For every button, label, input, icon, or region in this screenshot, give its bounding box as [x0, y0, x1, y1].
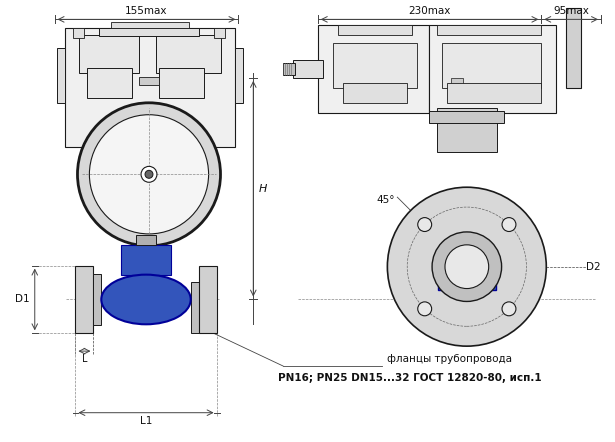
Bar — [338, 25, 412, 35]
Bar — [437, 268, 496, 290]
Bar — [429, 25, 556, 113]
Circle shape — [145, 170, 153, 178]
Bar — [213, 28, 226, 38]
Text: 4отв.d: 4отв.d — [425, 220, 456, 229]
Bar — [57, 48, 65, 103]
Circle shape — [387, 187, 546, 346]
Bar — [76, 266, 93, 333]
Bar — [283, 63, 295, 75]
Bar — [111, 23, 189, 28]
Bar — [100, 28, 199, 36]
Circle shape — [89, 115, 208, 234]
Bar — [136, 235, 156, 245]
Bar — [139, 77, 159, 85]
Text: PN16; PN25 DN15...32 ГОСТ 12820-80, исп.1: PN16; PN25 DN15...32 ГОСТ 12820-80, исп.… — [278, 373, 542, 383]
Bar — [447, 83, 541, 103]
Circle shape — [418, 302, 432, 316]
Bar — [199, 266, 216, 333]
Circle shape — [141, 166, 157, 182]
Bar — [159, 68, 204, 98]
Circle shape — [502, 217, 516, 232]
Text: 45°: 45° — [376, 195, 395, 205]
Text: H: H — [258, 184, 267, 194]
Bar — [451, 78, 463, 83]
Text: D1: D1 — [15, 294, 30, 305]
Text: L: L — [82, 354, 87, 364]
Bar — [333, 43, 417, 88]
Text: фланцы трубопровода: фланцы трубопровода — [387, 354, 512, 364]
Bar — [156, 35, 221, 73]
Text: DN: DN — [424, 311, 440, 321]
Circle shape — [502, 302, 516, 316]
Ellipse shape — [101, 274, 191, 324]
Circle shape — [445, 245, 489, 289]
Text: 230max: 230max — [408, 6, 451, 16]
Bar — [65, 28, 236, 148]
Bar — [429, 111, 504, 123]
Bar — [236, 48, 244, 103]
Bar — [121, 245, 171, 274]
Text: 155max: 155max — [125, 6, 168, 16]
Text: D2: D2 — [586, 262, 601, 272]
Bar — [437, 25, 541, 35]
Circle shape — [77, 103, 221, 246]
Bar — [119, 140, 179, 157]
Bar — [343, 83, 407, 103]
Bar — [318, 25, 429, 113]
Bar — [442, 43, 541, 88]
Ellipse shape — [440, 271, 494, 298]
Bar — [437, 108, 497, 152]
Bar — [566, 8, 581, 88]
Bar — [93, 274, 101, 325]
Text: 95max: 95max — [554, 6, 589, 16]
Bar — [79, 35, 139, 73]
Text: L1: L1 — [140, 415, 152, 426]
Bar — [191, 282, 199, 333]
Bar — [293, 60, 323, 78]
Bar — [87, 68, 132, 98]
Circle shape — [418, 217, 432, 232]
Bar — [73, 28, 84, 38]
Circle shape — [432, 232, 502, 301]
